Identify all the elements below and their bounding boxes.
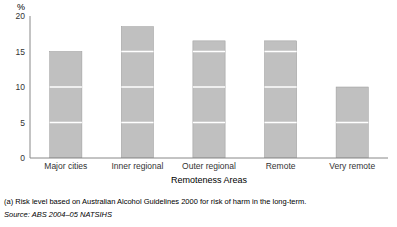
bar xyxy=(50,52,82,159)
chart: 0 5 10 15 20 Major cities Inner regional Outer … xyxy=(0,0,397,227)
footnote: Source: ABS 2004–05 NATSIHS xyxy=(4,210,112,219)
bar xyxy=(336,87,368,158)
segment-separator xyxy=(50,122,82,123)
footnote: (a) Risk level based on Australian Alcoh… xyxy=(4,197,306,206)
segment-separator xyxy=(336,122,368,123)
bar xyxy=(193,41,225,158)
x-tick-label: Inner regional xyxy=(111,161,163,171)
y-axis-label: % xyxy=(17,2,25,12)
segment-separator xyxy=(264,86,296,87)
y-tick-label: 10 xyxy=(16,82,26,92)
bar xyxy=(121,27,153,158)
bar xyxy=(264,41,296,158)
bars xyxy=(50,27,369,158)
segment-separator xyxy=(264,51,296,52)
segment-separator xyxy=(193,122,225,123)
segment-separator xyxy=(121,86,153,87)
segment-separator xyxy=(264,122,296,123)
segment-separator xyxy=(193,51,225,52)
y-tick-label: 20 xyxy=(16,11,26,21)
segment-separator xyxy=(121,122,153,123)
x-axis xyxy=(30,158,388,159)
x-tick-label: Outer regional xyxy=(182,161,236,171)
y-tick-label: 15 xyxy=(16,47,26,57)
chart-container: 0 5 10 15 20 Major cities Inner regional Outer … xyxy=(0,0,397,227)
y-tick-label: 0 xyxy=(20,153,25,163)
y-tick-label: 5 xyxy=(20,118,25,128)
segment-separator xyxy=(121,51,153,52)
segment-separator xyxy=(193,86,225,87)
x-axis-label: Remoteness Areas xyxy=(171,175,248,185)
x-tick-label: Major cities xyxy=(44,161,87,171)
y-axis xyxy=(30,16,31,158)
segment-separator xyxy=(50,86,82,87)
x-tick-label: Very remote xyxy=(329,161,375,171)
x-tick-label: Remote xyxy=(266,161,296,171)
